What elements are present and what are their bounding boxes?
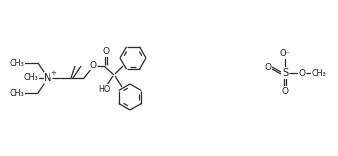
Text: O⁻: O⁻ <box>280 49 290 58</box>
Text: CH₃: CH₃ <box>312 68 327 78</box>
Text: HO: HO <box>98 85 110 93</box>
Text: O: O <box>265 63 271 73</box>
Text: S: S <box>282 68 288 78</box>
Text: O: O <box>102 47 110 56</box>
Text: N: N <box>44 73 52 83</box>
Text: CH₃: CH₃ <box>9 58 24 68</box>
Text: CH₃: CH₃ <box>24 73 39 83</box>
Text: O: O <box>298 68 306 78</box>
Text: O: O <box>90 61 97 70</box>
Text: CH₃: CH₃ <box>9 88 24 98</box>
Text: +: + <box>50 70 56 76</box>
Text: O: O <box>282 86 289 95</box>
